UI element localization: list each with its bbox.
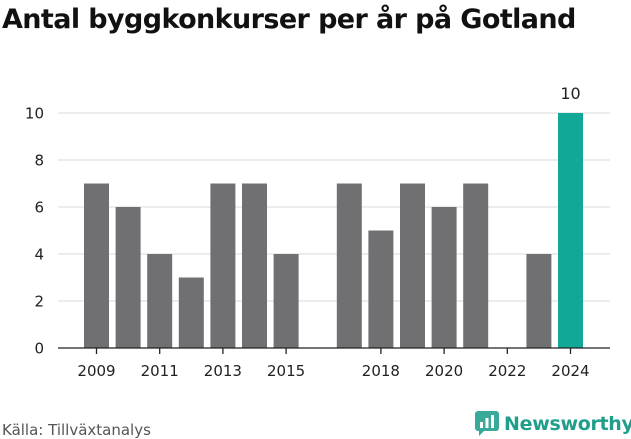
x-tick-label: 2022 (488, 362, 526, 380)
x-tick-label: 2024 (551, 362, 589, 380)
y-tick-label: 4 (34, 246, 44, 264)
x-tick-label: 2013 (204, 362, 242, 380)
x-tick-label: 2009 (77, 362, 115, 380)
brand-logo: Newsworthy (475, 409, 631, 439)
bar-2011 (147, 254, 173, 348)
bar-2018 (368, 230, 394, 348)
x-tick-label: 2020 (425, 362, 463, 380)
bar-2024 (558, 113, 583, 348)
bar-2012 (178, 277, 204, 348)
bar-2010 (115, 207, 141, 348)
bar-chart: 0 2 4 6 8 10 10 2009 2011 2013 2015 2018 2020 2022 202… (25, 84, 610, 380)
x-tick-label: 2018 (362, 362, 400, 380)
bar-2020 (431, 207, 457, 348)
y-tick-label: 6 (34, 199, 44, 217)
newsworthy-logo-icon (475, 411, 499, 436)
y-tick-label: 0 (34, 340, 44, 358)
bar-2009 (84, 183, 109, 348)
chart-title: Antal byggkonkurser per år på Gotland (2, 4, 576, 35)
bar-2019 (400, 183, 425, 348)
bar-2015 (273, 254, 299, 348)
data-label-2024: 10 (560, 84, 580, 103)
y-tick-label: 10 (25, 105, 44, 123)
y-tick-label: 2 (34, 293, 44, 311)
brand-name: Newsworthy (504, 413, 631, 435)
bar-2017 (336, 183, 362, 348)
y-tick-label: 8 (34, 152, 44, 170)
x-tick-label: 2015 (267, 362, 305, 380)
bar-2013 (210, 183, 236, 348)
x-tick-label: 2011 (141, 362, 179, 380)
source-note: Källa: Tillväxtanalys (2, 421, 151, 439)
bar-2014 (242, 183, 267, 348)
bar-2021 (463, 183, 489, 348)
bar-2023 (526, 254, 552, 348)
